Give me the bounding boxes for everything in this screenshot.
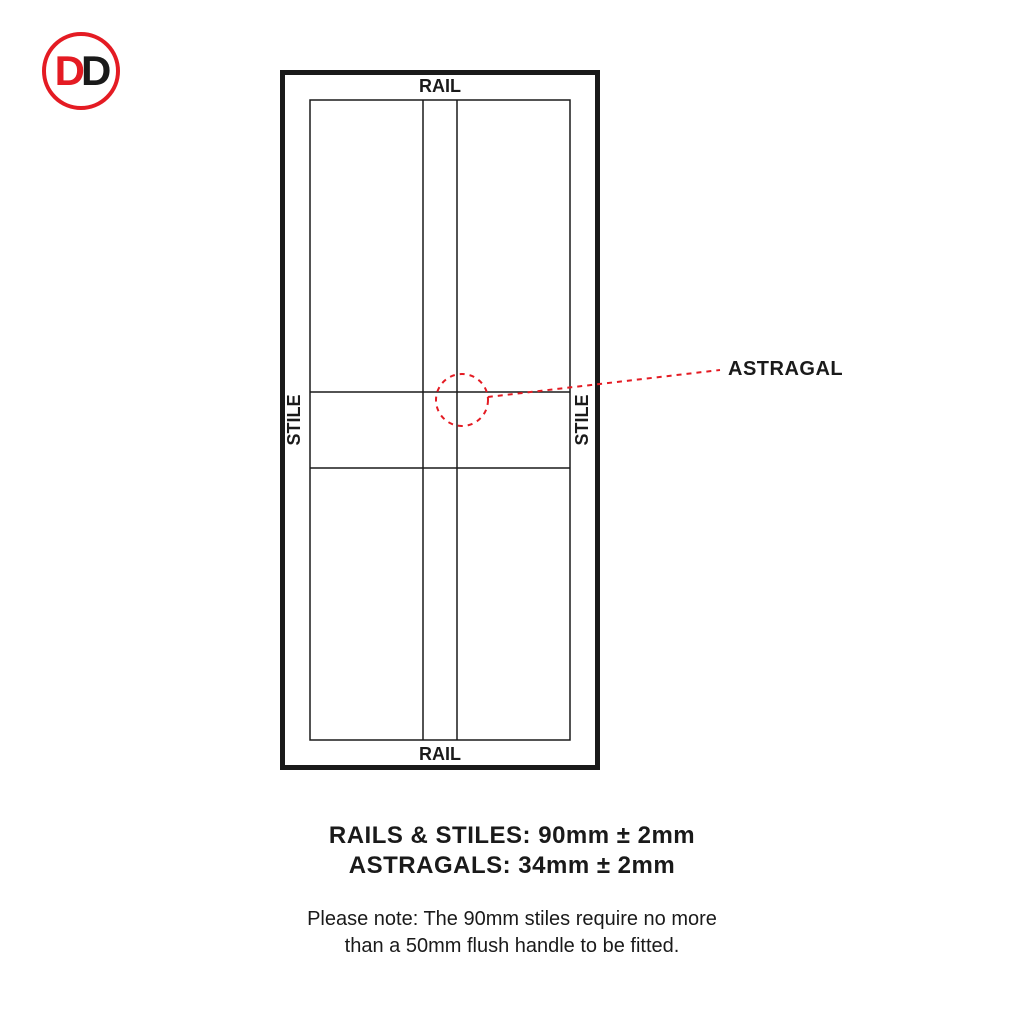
spec-astragals: ASTRAGALS: 34mm ± 2mm [0,852,1024,880]
spec-rails-stiles: RAILS & STILES: 90mm ± 2mm [0,822,1024,850]
door-outer-frame [283,73,598,768]
label-rail-bottom: RAIL [419,744,461,764]
door-svg: RAIL RAIL STILE STILE [280,70,800,770]
logo-letter-2: D [81,47,107,95]
logo-letter-1: D [55,47,81,95]
astragal-callout-label: ASTRAGAL [728,358,843,381]
note-line-1: Please note: The 90mm stiles require no … [307,908,717,930]
note-line-2: than a 50mm flush handle to be fitted. [345,935,680,957]
label-rail-top: RAIL [419,76,461,96]
door-inner-frame [310,100,570,740]
dd-logo: DD [42,32,120,110]
astragal-callout-circle [436,374,488,426]
specifications-block: RAILS & STILES: 90mm ± 2mm ASTRAGALS: 34… [0,820,1024,960]
label-stile-right: STILE [572,394,592,445]
astragal-callout-line [488,370,720,397]
label-stile-left: STILE [284,394,304,445]
door-diagram: RAIL RAIL STILE STILE ASTRAGAL [280,70,600,770]
fitting-note: Please note: The 90mm stiles require no … [0,906,1024,960]
